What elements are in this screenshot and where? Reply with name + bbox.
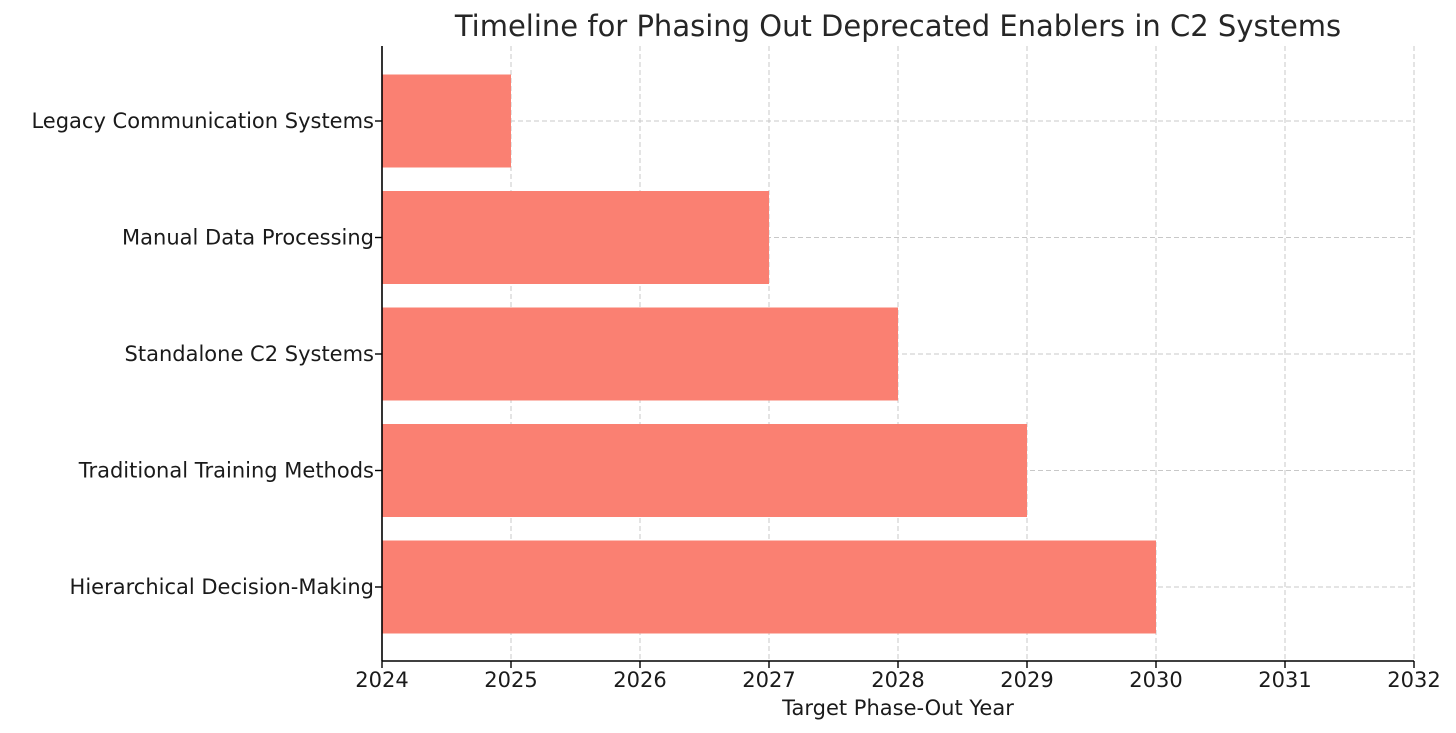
chart-title: Timeline for Phasing Out Deprecated Enab… (454, 9, 1341, 43)
x-tick-label: 2026 (613, 668, 666, 692)
y-tick-label: Hierarchical Decision-Making (70, 575, 374, 599)
x-tick-label: 2027 (742, 668, 795, 692)
x-tick-label: 2030 (1129, 668, 1182, 692)
x-tick-label: 2031 (1258, 668, 1311, 692)
bar (382, 540, 1156, 634)
x-tick-label: 2024 (355, 668, 408, 692)
x-tick-label: 2032 (1387, 668, 1440, 692)
y-tick-label: Traditional Training Methods (78, 459, 374, 483)
y-tick-label: Legacy Communication Systems (31, 109, 374, 133)
x-tick-label: 2025 (484, 668, 537, 692)
axes-layer (375, 46, 1415, 668)
bars-layer (382, 74, 1156, 634)
x-tick-label: 2028 (871, 668, 924, 692)
bar (382, 424, 1027, 517)
x-tick-label: 2029 (1000, 668, 1053, 692)
bar (382, 74, 511, 168)
y-tick-label: Standalone C2 Systems (125, 342, 374, 366)
bar (382, 191, 769, 284)
y-tick-label: Manual Data Processing (122, 226, 374, 250)
labels-layer: 2024 2025 2026 2027 2028 2029 2030 2031 2032 Lega… (31, 109, 1440, 692)
x-axis-label: Target Phase-Out Year (781, 696, 1014, 720)
bar (382, 307, 898, 401)
